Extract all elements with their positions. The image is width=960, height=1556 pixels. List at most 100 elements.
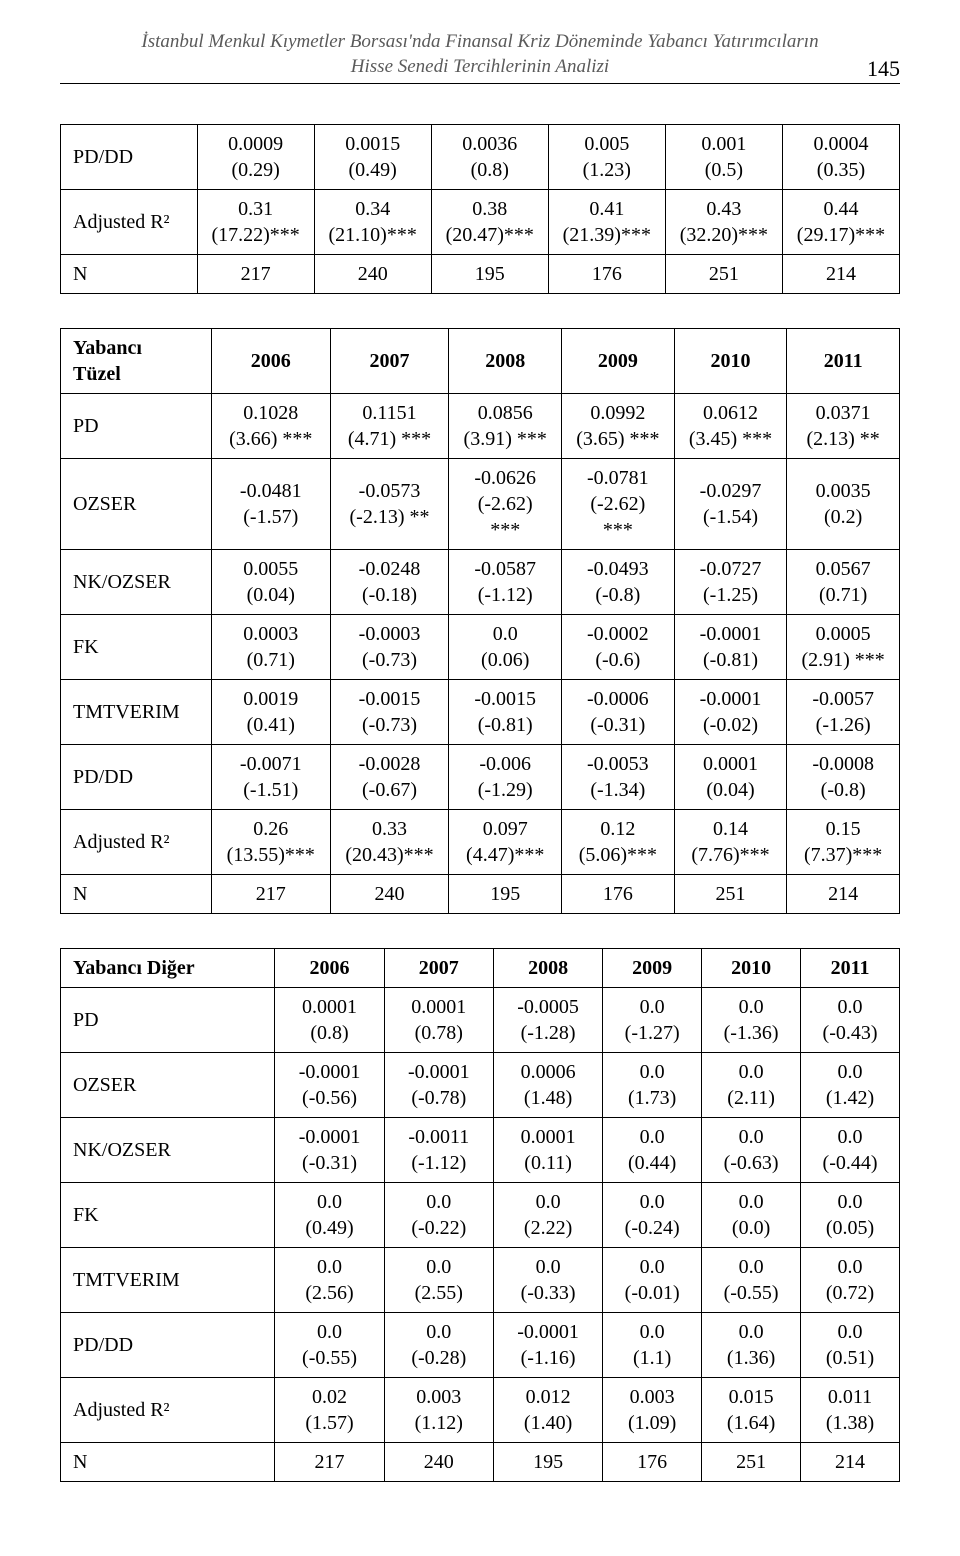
data-cell: 240 [314, 255, 431, 294]
row-label: FK [61, 1183, 275, 1248]
cell-value: 0.0 [389, 1254, 489, 1280]
cell-value: (0.2) [791, 504, 895, 530]
year-header: 2011 [787, 329, 900, 394]
data-cell: 0.0001(0.78) [384, 988, 493, 1053]
cell-value: (-1.57) [216, 504, 326, 530]
row-label: FK [61, 615, 212, 680]
cell-value: -0.0071 [216, 751, 326, 777]
data-cell: 0.0567(0.71) [787, 550, 900, 615]
data-cell: 0.33(20.43)*** [330, 810, 449, 875]
data-cell: 0.0(-0.22) [384, 1183, 493, 1248]
cell-value: -0.0011 [389, 1124, 489, 1150]
cell-value: 0.15 [791, 816, 895, 842]
data-cell: 176 [548, 255, 665, 294]
cell-value: 0.0 [607, 994, 697, 1020]
data-cell: -0.0006(-0.31) [562, 680, 675, 745]
data-cell: 217 [275, 1443, 384, 1482]
cell-value: (0.05) [805, 1215, 895, 1241]
data-cell: -0.0781(-2.62)*** [562, 459, 675, 550]
cell-value: (-1.12) [389, 1150, 489, 1176]
year-header: 2007 [330, 329, 449, 394]
data-cell: -0.0001(-0.31) [275, 1118, 384, 1183]
cell-value: 0.0 [279, 1319, 379, 1345]
year-header: 2006 [211, 329, 330, 394]
cell-value: (29.17)*** [787, 222, 895, 248]
cell-value: 0.31 [202, 196, 310, 222]
cell-value: (3.91) *** [453, 426, 557, 452]
cell-value: 0.0 [498, 1189, 598, 1215]
cell-value: 176 [607, 1449, 697, 1475]
cell-value: (-0.22) [389, 1215, 489, 1241]
data-cell: -0.0001(-0.56) [275, 1053, 384, 1118]
data-cell: 0.0(0.05) [801, 1183, 900, 1248]
cell-value: (0.41) [216, 712, 326, 738]
cell-value: 0.0055 [216, 556, 326, 582]
cell-value: 0.26 [216, 816, 326, 842]
cell-value: 0.12 [566, 816, 670, 842]
table-row: PD/DD0.0(-0.55)0.0(-0.28)-0.0001(-1.16)0… [61, 1313, 900, 1378]
cell-value: 176 [566, 881, 670, 907]
data-cell: 0.0(0.49) [275, 1183, 384, 1248]
data-cell: 0.0003(0.71) [211, 615, 330, 680]
row-label: Adjusted R² [61, 810, 212, 875]
cell-value: -0.0003 [335, 621, 445, 647]
cell-value: (0.11) [498, 1150, 598, 1176]
cell-value: -0.0248 [335, 556, 445, 582]
year-header: 2009 [603, 949, 702, 988]
data-cell: 0.0992(3.65) *** [562, 394, 675, 459]
cell-value: 0.0567 [791, 556, 895, 582]
data-cell: 0.0(-0.01) [603, 1248, 702, 1313]
data-cell: 0.0(0.44) [603, 1118, 702, 1183]
data-cell: -0.0001(-0.78) [384, 1053, 493, 1118]
cell-value: 0.0 [279, 1254, 379, 1280]
data-cell: 0.0(1.42) [801, 1053, 900, 1118]
data-cell: -0.0011(-1.12) [384, 1118, 493, 1183]
data-cell: 0.15(7.37)*** [787, 810, 900, 875]
cell-value: (-0.78) [389, 1085, 489, 1111]
table-header-row: YabancıTüzel200620072008200920102011 [61, 329, 900, 394]
cell-value: -0.0008 [791, 751, 895, 777]
year-header: 2008 [493, 949, 602, 988]
cell-value: *** [453, 517, 557, 543]
cell-value: (0.44) [607, 1150, 697, 1176]
cell-value: 0.0 [706, 1124, 796, 1150]
cell-value: (1.12) [389, 1410, 489, 1436]
data-cell: 0.0019(0.41) [211, 680, 330, 745]
cell-value: (-0.73) [335, 712, 445, 738]
row-label: PD [61, 394, 212, 459]
cell-value: (3.65) *** [566, 426, 670, 452]
data-cell: 240 [330, 875, 449, 914]
cell-value: (2.55) [389, 1280, 489, 1306]
cell-value: 0.0009 [202, 131, 310, 157]
cell-value: (-0.31) [279, 1150, 379, 1176]
cell-value: 0.1028 [216, 400, 326, 426]
data-cell: 0.0035(0.2) [787, 459, 900, 550]
cell-value: (-0.28) [389, 1345, 489, 1371]
cell-value: (-0.73) [335, 647, 445, 673]
cell-value: (-0.44) [805, 1150, 895, 1176]
table-row: OZSER-0.0001(-0.56)-0.0001(-0.78)0.0006(… [61, 1053, 900, 1118]
cell-value: 0.0004 [787, 131, 895, 157]
header-title-line2: Hisse Senedi Tercihlerinin Analizi [351, 55, 609, 80]
row-label: NK/OZSER [61, 550, 212, 615]
table-row: NK/OZSER-0.0001(-0.31)-0.0011(-1.12)0.00… [61, 1118, 900, 1183]
data-cell: 251 [665, 255, 782, 294]
cell-value: (1.42) [805, 1085, 895, 1111]
cell-value: 0.0036 [436, 131, 544, 157]
cell-value: (4.71) *** [335, 426, 445, 452]
data-cell: 176 [562, 875, 675, 914]
cell-value: 0.1151 [335, 400, 445, 426]
cell-value: 0.0 [389, 1189, 489, 1215]
data-cell: 0.0(0.0) [702, 1183, 801, 1248]
data-cell: -0.0626(-2.62)*** [449, 459, 562, 550]
cell-value: (0.71) [791, 582, 895, 608]
cell-value: 0.33 [335, 816, 445, 842]
cell-value: (-1.16) [498, 1345, 598, 1371]
cell-value: -0.0001 [279, 1059, 379, 1085]
row-label: Adjusted R² [61, 1378, 275, 1443]
cell-value: 0.015 [706, 1384, 796, 1410]
data-cell: 0.0(-0.55) [275, 1313, 384, 1378]
data-cell: -0.0001(-1.16) [493, 1313, 602, 1378]
cell-value: 0.0015 [319, 131, 427, 157]
cell-value: (1.73) [607, 1085, 697, 1111]
